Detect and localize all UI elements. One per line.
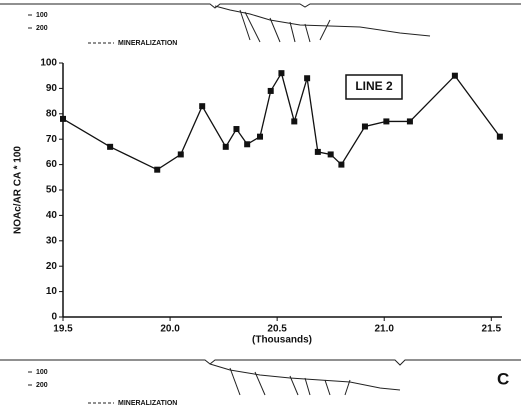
data-point: [291, 118, 298, 125]
x-axis-title: (Thousands): [252, 335, 312, 346]
data-point: [327, 151, 334, 158]
depth-label: 100: [36, 369, 48, 376]
data-point: [383, 118, 390, 125]
y-tick-label: 50: [46, 185, 58, 196]
y-tick-label: 90: [46, 83, 58, 94]
data-point: [361, 123, 368, 130]
data-point: [304, 75, 311, 82]
annotation-box: [345, 74, 403, 100]
data-point: [278, 70, 285, 77]
data-point: [177, 151, 184, 158]
bottom-section: 100 200 MINERALIZATION C: [0, 359, 521, 407]
y-tick-label: 80: [46, 108, 58, 119]
data-point: [314, 148, 321, 155]
data-point: [338, 161, 345, 168]
legend-text: MINERALIZATION: [118, 40, 177, 47]
data-point: [199, 103, 206, 110]
x-tick-label: 20.0: [160, 324, 180, 335]
y-tick-label: 0: [51, 312, 57, 323]
legend-text: MINERALIZATION: [118, 400, 177, 407]
depth-label: 200: [36, 382, 48, 389]
data-point: [154, 166, 161, 173]
x-tick-label: 21.5: [482, 324, 502, 335]
data-line: [62, 71, 501, 171]
x-tick-label: 20.5: [267, 324, 287, 335]
y-tick-label: 60: [46, 159, 58, 170]
data-point: [267, 87, 274, 94]
x-tick-label: 21.0: [374, 324, 394, 335]
data-point: [222, 143, 229, 150]
data-point: [451, 72, 458, 79]
data-point: [257, 133, 264, 140]
annotation: LINE 2: [355, 79, 393, 93]
data-point: [496, 133, 503, 140]
data-point: [107, 143, 114, 150]
data-point: [244, 141, 251, 148]
x-tick-label: 19.5: [53, 324, 73, 335]
panel-label: C: [497, 369, 509, 388]
data-point: [233, 126, 240, 133]
depth-label: 200: [36, 25, 48, 32]
y-axis-title: NOAc/AR CA * 100: [13, 146, 24, 234]
y-tick-label: 20: [46, 261, 58, 272]
y-tick-label: 30: [46, 235, 58, 246]
depth-label: 100: [36, 12, 48, 19]
y-tick-label: 10: [46, 286, 58, 297]
y-tick-label: 100: [40, 58, 57, 69]
y-tick-label: 70: [46, 134, 58, 145]
y-tick-label: 40: [46, 210, 58, 221]
top-section: 100 200 MINERALIZATION: [0, 3, 521, 47]
data-point: [406, 118, 413, 125]
data-point: [60, 115, 66, 122]
